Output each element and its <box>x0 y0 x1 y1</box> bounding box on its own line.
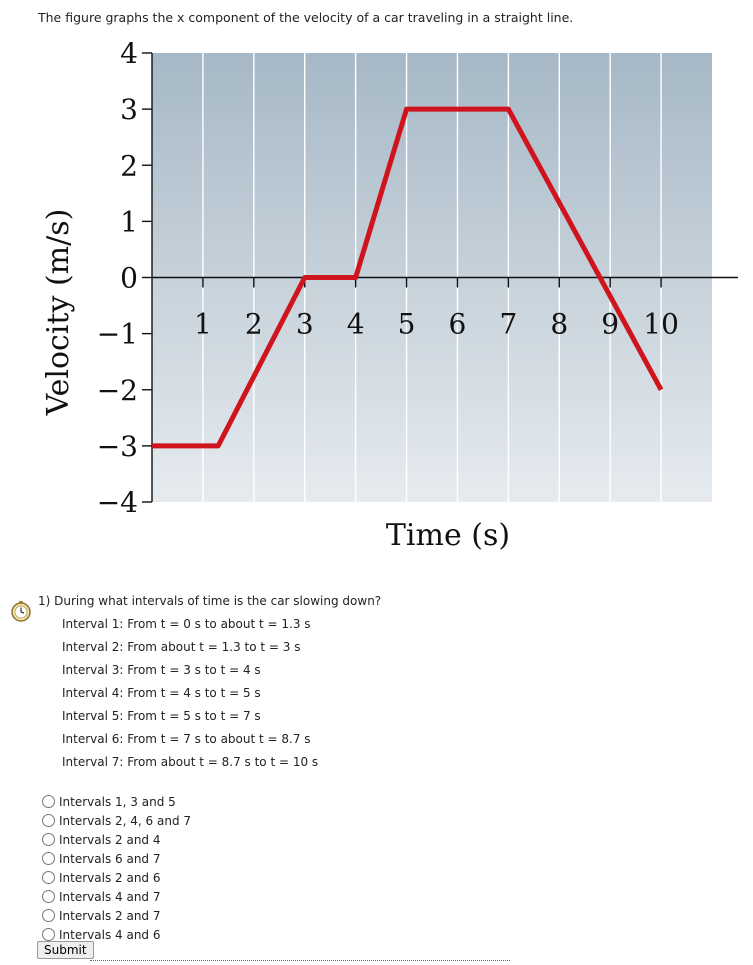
option-radio[interactable] <box>42 871 55 884</box>
y-tick-label: 1 <box>120 205 138 238</box>
option-1[interactable]: Intervals 1, 3 and 5 <box>42 792 191 811</box>
submit-button[interactable]: Submit <box>37 941 94 959</box>
option-radio[interactable] <box>42 890 55 903</box>
x-tick-label: 7 <box>499 308 517 341</box>
x-tick-label: 6 <box>449 308 467 341</box>
option-5[interactable]: Intervals 2 and 6 <box>42 868 191 887</box>
y-tick-label: 3 <box>120 93 138 126</box>
option-label: Intervals 6 and 7 <box>59 851 161 866</box>
x-tick-label: 10 <box>643 308 679 341</box>
option-label: Intervals 2 and 7 <box>59 908 161 923</box>
x-tick-label: 1 <box>194 308 212 341</box>
option-radio[interactable] <box>42 833 55 846</box>
y-tick-label: 0 <box>120 262 138 295</box>
y-tick-label: −3 <box>97 430 138 463</box>
x-tick-label: 8 <box>550 308 568 341</box>
x-tick-label: 2 <box>245 308 263 341</box>
option-label: Intervals 2 and 6 <box>59 870 161 885</box>
option-radio[interactable] <box>42 795 55 808</box>
interval-list: Interval 1: From t = 0 s to about t = 1.… <box>62 617 318 778</box>
interval-item: Interval 2: From about t = 1.3 to t = 3 … <box>62 640 301 654</box>
x-tick-label: 9 <box>601 308 619 341</box>
x-tick-label: 3 <box>296 308 314 341</box>
y-axis-label: Velocity (m/s) <box>41 209 76 417</box>
y-tick-label: 4 <box>120 37 138 70</box>
interval-item: Interval 3: From t = 3 s to t = 4 s <box>62 663 261 677</box>
series-line <box>152 106 664 449</box>
interval-item: Interval 5: From t = 5 s to t = 7 s <box>62 709 261 723</box>
option-label: Intervals 4 and 6 <box>59 927 161 942</box>
option-6[interactable]: Intervals 4 and 7 <box>42 887 191 906</box>
x-tick-label: 5 <box>398 308 416 341</box>
option-3[interactable]: Intervals 2 and 4 <box>42 830 191 849</box>
stopwatch-icon <box>11 601 31 622</box>
y-tick-label: 2 <box>120 149 138 182</box>
option-label: Intervals 2 and 4 <box>59 832 161 847</box>
x-tick-label: 4 <box>347 308 365 341</box>
option-2[interactable]: Intervals 2, 4, 6 and 7 <box>42 811 191 830</box>
cut-off-text <box>90 960 510 965</box>
x-axis-label: Time (s) <box>386 518 510 553</box>
option-4[interactable]: Intervals 6 and 7 <box>42 849 191 868</box>
option-radio[interactable] <box>42 928 55 941</box>
option-radio[interactable] <box>42 909 55 922</box>
y-tick-label: −4 <box>97 486 138 519</box>
option-7[interactable]: Intervals 2 and 7 <box>42 906 191 925</box>
interval-item: Interval 6: From t = 7 s to about t = 8.… <box>62 732 311 746</box>
interval-item: Interval 7: From about t = 8.7 s to t = … <box>62 755 319 769</box>
intro-text: The figure graphs the x component of the… <box>38 10 574 25</box>
option-label: Intervals 4 and 7 <box>59 889 161 904</box>
y-ticks: 4 3 2 1 0 −1 −2 −3 −4 <box>97 37 152 519</box>
y-tick-label: −2 <box>97 374 138 407</box>
option-8[interactable]: Intervals 4 and 6 <box>42 925 191 944</box>
option-radio[interactable] <box>42 852 55 865</box>
interval-item: Interval 1: From t = 0 s to about t = 1.… <box>62 617 311 631</box>
option-radio[interactable] <box>42 814 55 827</box>
interval-item: Interval 4: From t = 4 s to t = 5 s <box>62 686 261 700</box>
answer-options: Intervals 1, 3 and 5 Intervals 2, 4, 6 a… <box>42 792 191 944</box>
question-text: 1) During what intervals of time is the … <box>38 594 382 608</box>
x-ticks: 1 2 3 4 5 6 7 8 9 10 <box>194 277 679 341</box>
y-tick-label: −1 <box>97 318 138 351</box>
option-label: Intervals 2, 4, 6 and 7 <box>59 813 192 828</box>
option-label: Intervals 1, 3 and 5 <box>59 794 176 809</box>
